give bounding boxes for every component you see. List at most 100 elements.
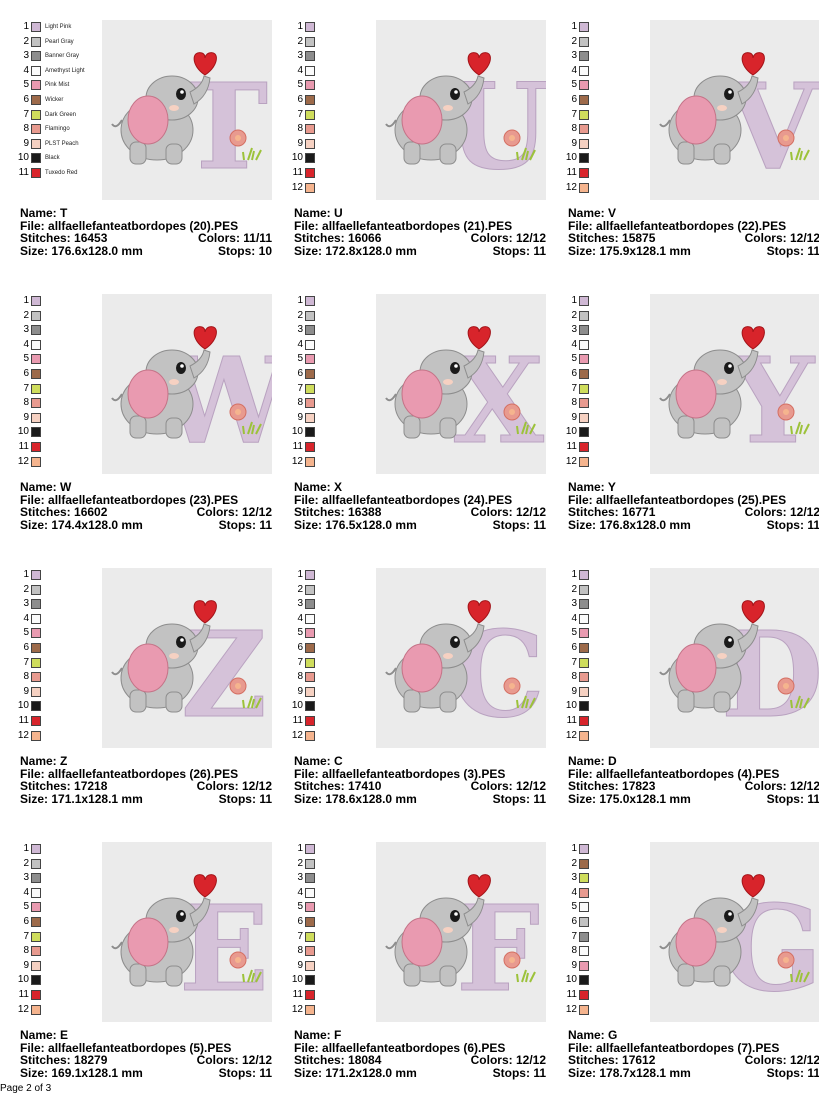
swatch-color bbox=[579, 570, 589, 580]
stitch-count-label: Stitches: bbox=[294, 231, 345, 245]
swatch-color bbox=[305, 628, 315, 639]
stitch-count: 17218 bbox=[74, 779, 108, 793]
stitch-count-field: Stitches: 18084 bbox=[294, 1054, 381, 1067]
design-name-label: Name: bbox=[568, 754, 605, 768]
elephant-illustration bbox=[385, 623, 485, 713]
swatch-number: 11 bbox=[18, 715, 29, 726]
swatch-color bbox=[579, 844, 589, 854]
color-count-field: Colors: 12/12 bbox=[745, 506, 819, 519]
swatch-row: 6 bbox=[558, 367, 589, 381]
swatch-row: 2 bbox=[10, 857, 41, 871]
swatch-color bbox=[31, 643, 41, 653]
swatch-number: 5 bbox=[23, 79, 29, 91]
design-size: 175.9x128.1 mm bbox=[599, 243, 691, 258]
swatch-number: 3 bbox=[23, 872, 29, 884]
swatch-row: 4 bbox=[558, 64, 589, 78]
design-name-field: Name: V bbox=[568, 207, 616, 220]
swatch-row: 6 bbox=[10, 367, 41, 381]
swatch-color bbox=[305, 109, 315, 120]
design-size-field: Size: 175.9x128.1 mm bbox=[568, 243, 691, 258]
swatch-row: 2 bbox=[558, 857, 589, 871]
swatch-number: 9 bbox=[23, 685, 29, 697]
design-thumbnail: V bbox=[650, 20, 819, 200]
design-info: Name: D File: allfaellefanteatbordopes (4… bbox=[568, 755, 819, 805]
swatch-row: 7 bbox=[10, 382, 41, 396]
swatch-color bbox=[305, 153, 315, 164]
swatch-number: 1 bbox=[297, 843, 303, 854]
swatch-row: 3 bbox=[10, 323, 41, 337]
swatch-row: 4 bbox=[10, 338, 41, 352]
swatch-number: 7 bbox=[297, 382, 303, 394]
elephant-illustration bbox=[111, 897, 211, 987]
swatch-row: 8 bbox=[284, 944, 315, 958]
swatch-number: 9 bbox=[297, 137, 303, 149]
swatch-row: 3 bbox=[558, 49, 589, 63]
color-count-field: Colors: 12/12 bbox=[471, 1054, 546, 1067]
design-size: 178.6x128.0 mm bbox=[325, 791, 417, 806]
swatch-number: 12 bbox=[17, 455, 29, 467]
swatch-row: 12 bbox=[10, 1003, 41, 1017]
swatch-number: 2 bbox=[571, 583, 577, 595]
design-file: allfaellefanteatbordopes (20).PES bbox=[48, 218, 239, 233]
swatch-color bbox=[31, 686, 41, 697]
stop-count-label: Stops: bbox=[492, 1065, 530, 1080]
design-preview: X bbox=[385, 326, 545, 471]
swatch-row: 10 bbox=[558, 973, 589, 987]
info-row: Name: D bbox=[568, 755, 819, 768]
swatch-number: 3 bbox=[571, 324, 577, 336]
stop-count: 11 bbox=[533, 243, 546, 258]
heart-icon bbox=[193, 600, 217, 624]
stitch-count-label: Stitches: bbox=[568, 231, 619, 245]
design-name-field: Name: T bbox=[20, 207, 67, 220]
swatch-color bbox=[305, 310, 315, 321]
swatch-number: 3 bbox=[571, 50, 577, 62]
color-count-field: Colors: 12/12 bbox=[197, 506, 272, 519]
flower-center bbox=[783, 683, 789, 689]
info-row: Name: F bbox=[294, 1029, 546, 1042]
swatch-color bbox=[31, 946, 41, 957]
stitch-count-field: Stitches: 16388 bbox=[294, 506, 381, 519]
swatch-number: 1 bbox=[297, 21, 303, 32]
swatch-color bbox=[305, 339, 315, 350]
design-size-field: Size: 178.7x128.1 mm bbox=[568, 1066, 691, 1080]
swatch-row: 9 bbox=[284, 959, 315, 973]
design-file-field: File: allfaellefanteatbordopes (23).PES bbox=[20, 493, 238, 507]
info-row: Stitches: 17823 Colors: 12/12 bbox=[568, 780, 819, 793]
color-count: 12/12 bbox=[241, 505, 272, 519]
swatch-row: 10 bbox=[284, 699, 315, 713]
swatch-number: 12 bbox=[565, 181, 577, 193]
swatch-color bbox=[305, 902, 315, 913]
design-size-field: Size: 176.6x128.0 mm bbox=[20, 244, 143, 258]
flower-center bbox=[509, 409, 515, 415]
swatch-row: 4 bbox=[10, 886, 41, 900]
design-file-field: File: allfaellefanteatbordopes (20).PES bbox=[20, 218, 239, 233]
info-row: File: allfaellefanteatbordopes (22).PES bbox=[568, 219, 819, 233]
stop-count-field: Stops: 11 bbox=[219, 518, 272, 532]
design-preview: U bbox=[385, 52, 546, 197]
heart-icon bbox=[193, 326, 217, 350]
design-file-label: File: bbox=[20, 1040, 45, 1055]
swatch-row: 8 bbox=[558, 944, 589, 958]
color-count-label: Colors: bbox=[470, 231, 513, 245]
swatch-number: 2 bbox=[23, 309, 29, 321]
swatch-color bbox=[579, 701, 589, 712]
info-row: Stitches: 16771 Colors: 12/12 bbox=[568, 506, 819, 519]
swatch-label: Pink Mist bbox=[45, 82, 70, 89]
design-preview: W bbox=[111, 326, 272, 471]
stitch-count-label: Stitches: bbox=[294, 1053, 345, 1067]
swatch-color bbox=[579, 931, 589, 942]
swatch-number: 7 bbox=[571, 656, 577, 668]
swatch-color bbox=[579, 427, 589, 438]
swatch-row: 8 bbox=[284, 670, 315, 684]
swatch-color bbox=[579, 657, 589, 668]
swatch-number: 5 bbox=[297, 627, 303, 639]
swatch-row: 11 bbox=[10, 714, 41, 728]
swatch-label: Dark Green bbox=[45, 111, 77, 118]
swatch-row: 6 bbox=[10, 915, 41, 929]
swatch-color bbox=[579, 325, 589, 336]
swatch-number: 3 bbox=[23, 598, 29, 610]
swatch-row: 9 bbox=[558, 411, 589, 425]
info-row: Name: Z bbox=[20, 755, 272, 768]
swatch-number: 9 bbox=[571, 137, 577, 149]
color-count-label: Colors: bbox=[196, 505, 239, 519]
